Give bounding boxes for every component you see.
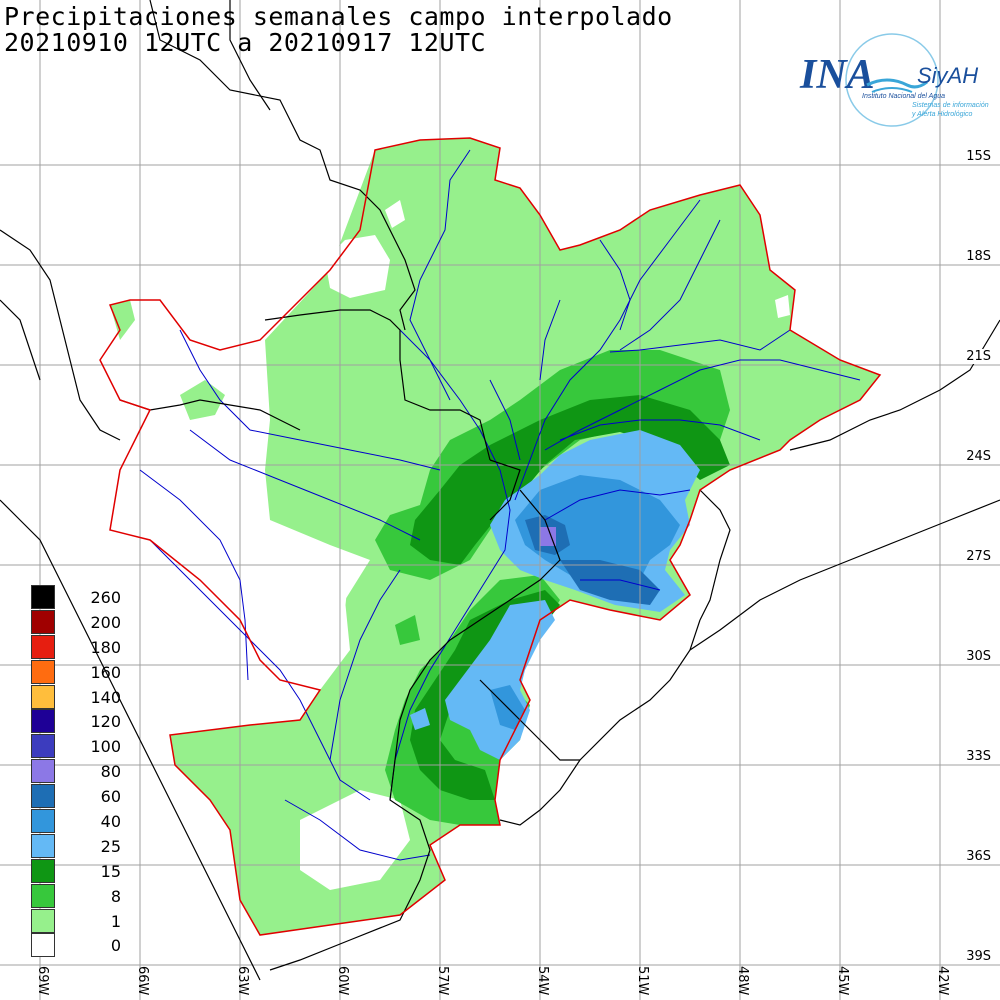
legend-swatch [31,883,55,908]
legend-value: 180 [90,637,121,657]
legend-value: 40 [100,812,121,832]
basin-outline [99,137,882,936]
lat-label: 30S [965,649,992,664]
precip-zone-1mm-north [110,300,135,340]
legend-value: 200 [90,612,121,632]
lat-label: 27S [965,549,992,564]
map-title: Precipitaciones semanales campo interpol… [4,2,673,31]
legend-value: 15 [100,861,121,881]
lat-label: 15S [965,149,992,164]
legend-swatch [31,784,55,809]
precip-zone-80mm [540,527,556,546]
map-period: 20210910 12UTC a 20210917 12UTC [4,28,487,57]
legend-swatch [31,634,55,659]
precip-zone-0mm-hole [775,295,790,318]
legend-swatch [31,734,55,759]
svg-text:SiyAH: SiyAH [917,63,978,88]
legend-swatch [31,809,55,834]
lon-label: 45W [835,966,850,996]
lon-label: 66W [135,966,150,996]
precip-zone-25mm-south [445,600,555,760]
lat-label: 18S [965,249,992,264]
legend-value: 80 [100,762,121,782]
lat-label: 24S [965,449,992,464]
precip-zone-40mm [515,475,680,585]
legend-value: 25 [100,836,121,856]
lon-label: 51W [635,966,650,996]
lon-label: 69W [35,966,50,996]
lat-label: 33S [965,749,992,764]
precip-zone-0mm-hole [250,805,300,890]
legend-swatch [31,933,55,958]
lon-label: 48W [735,966,750,996]
lon-label: 63W [235,966,250,996]
lat-label: 39S [965,949,992,964]
legend-value: 8 [110,886,121,906]
legend-swatch [31,858,55,883]
legend-swatch [31,609,55,634]
svg-text:INA: INA [799,52,875,98]
legend-value: 0 [110,936,121,956]
precip-zone-8mm-spot [395,615,420,645]
legend-swatch [31,709,55,734]
precipitation-field [110,138,880,935]
lon-label: 57W [435,966,450,996]
lon-label: 60W [335,966,350,996]
legend-swatch [31,759,55,784]
legend-value: 120 [90,712,121,732]
precip-zone-25mm-spot [410,708,430,730]
legend-swatch [31,659,55,684]
svg-text:Instituto Nacional del Agua: Instituto Nacional del Agua [862,93,945,100]
legend-swatch [31,833,55,858]
legend-value: 1 [110,911,121,931]
legend-swatch [31,908,55,933]
precip-zone-0mm-hole [385,200,405,228]
legend-value: 60 [100,787,121,807]
svg-text:y Alerta Hidrológico: y Alerta Hidrológico [911,111,973,118]
lon-label: 42W [935,966,950,996]
precip-zone-0mm-hole [325,235,390,298]
legend-swatch [31,585,55,609]
lat-label: 21S [965,349,992,364]
ina-siyah-logo: INA SiyAH Instituto Nacional del Agua Si… [799,33,989,127]
legend-swatch [31,684,55,709]
legend-value: 100 [90,737,121,757]
svg-text:Sistemas de información: Sistemas de información [912,102,989,109]
legend-value: 260 [90,588,121,607]
lat-label: 36S [965,849,992,864]
lon-label: 54W [535,966,550,996]
legend-value: 160 [90,662,121,682]
precip-zone-60mm [560,560,660,605]
legend-value: 140 [90,687,121,707]
